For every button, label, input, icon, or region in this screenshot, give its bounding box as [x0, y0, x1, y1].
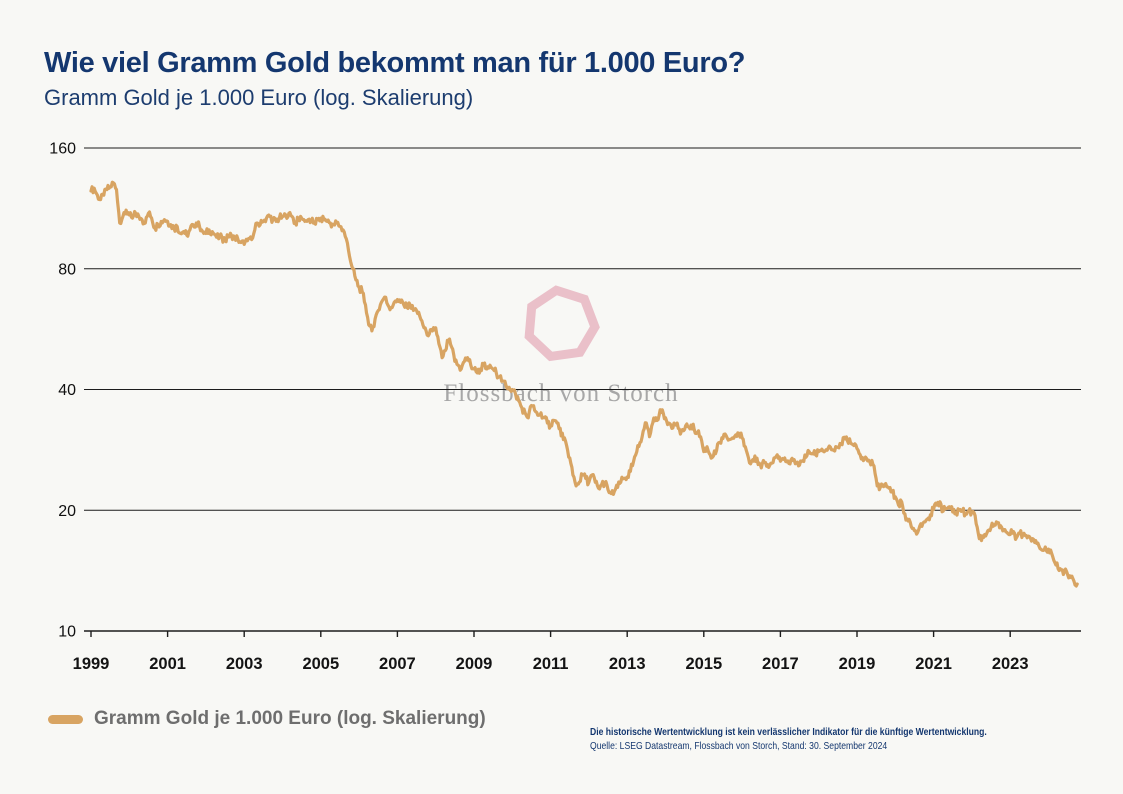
legend-label: Gramm Gold je 1.000 Euro (log. Skalierun… [94, 708, 486, 729]
footnote-source: Quelle: LSEG Datastream, Flossbach von S… [590, 739, 888, 752]
x-axis-label: 2015 [685, 655, 722, 673]
y-axis-label: 40 [58, 382, 76, 399]
footnote: Die historische Wertentwicklung ist kein… [590, 726, 987, 753]
y-axis-label: 80 [58, 261, 76, 278]
x-axis-label: 2021 [915, 655, 952, 673]
x-axis-label: 2005 [302, 655, 339, 673]
x-axis-label: 2013 [609, 655, 646, 673]
x-axis-label: 2011 [533, 655, 569, 673]
series [89, 180, 1079, 588]
y-axis-label: 20 [58, 503, 76, 520]
watermark: Flossbach von Storch [443, 285, 678, 407]
legend-swatch-icon [48, 714, 83, 724]
x-axis-label: 2009 [456, 655, 493, 673]
grid-and-axes: 160 80 40 20 10 1999 2001 2003 2005 2007 2009 2011 2… [49, 141, 1081, 673]
flossbach-logo-watermark-icon [524, 285, 600, 362]
y-axis-label: 10 [58, 624, 76, 641]
x-axis-label: 2023 [992, 655, 1029, 673]
gold-per-euro-line-chart: Flossbach von Storch 160 80 40 20 10 1999 2001… [49, 141, 1081, 673]
x-axis-label: 2001 [149, 655, 186, 673]
x-axis-label: 2019 [839, 655, 876, 673]
watermark-text: Flossbach von Storch [443, 380, 678, 407]
page-subtitle: Gramm Gold je 1.000 Euro (log. Skalierun… [44, 85, 474, 110]
gold-series-line [89, 180, 1079, 588]
x-axis-label: 1999 [73, 655, 110, 673]
page-title: Wie viel Gramm Gold bekommt man für 1.00… [44, 47, 746, 79]
footnote-disclaimer: Die historische Wertentwicklung ist kein… [590, 726, 987, 738]
y-axis-label: 160 [49, 141, 76, 158]
x-axis-label: 2007 [379, 655, 416, 673]
legend: Gramm Gold je 1.000 Euro (log. Skalierun… [48, 708, 486, 730]
x-axis-label: 2017 [762, 655, 799, 673]
x-axis-label: 2003 [226, 655, 263, 673]
